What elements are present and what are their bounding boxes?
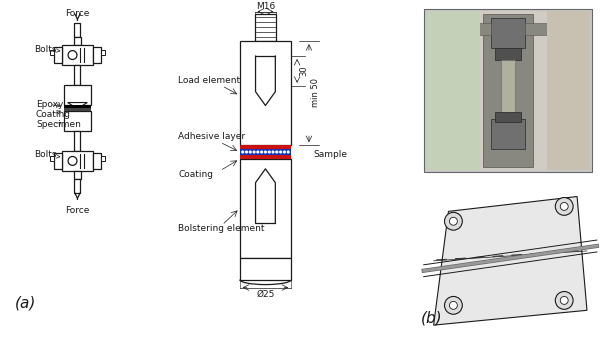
Text: 30: 30	[299, 66, 308, 76]
Text: Load element: Load element	[178, 76, 241, 85]
Bar	[62, 45, 93, 65]
Bar	[54, 153, 62, 169]
Text: Epoxy: Epoxy	[36, 100, 63, 109]
Circle shape	[560, 296, 568, 304]
Bar	[240, 155, 291, 159]
Text: Coating: Coating	[36, 110, 71, 119]
Text: Force: Force	[65, 207, 89, 215]
Circle shape	[248, 150, 252, 153]
Circle shape	[449, 217, 457, 225]
Bar	[495, 113, 521, 122]
Bar	[524, 23, 550, 35]
Bar	[495, 48, 521, 60]
Bar	[75, 65, 80, 85]
Polygon shape	[67, 102, 88, 108]
Bar	[75, 179, 80, 193]
Bar	[501, 60, 515, 119]
Text: Adhesive layer: Adhesive layer	[178, 132, 245, 141]
Bar	[62, 151, 93, 171]
Bar	[240, 41, 291, 145]
Text: Sample: Sample	[314, 150, 348, 160]
Text: Ø25: Ø25	[256, 290, 275, 298]
Text: Bolts: Bolts	[34, 45, 60, 54]
Text: (b): (b)	[421, 310, 442, 325]
Bar	[101, 50, 105, 55]
Circle shape	[256, 150, 259, 153]
Bar	[64, 108, 91, 112]
Bar	[64, 104, 91, 108]
Circle shape	[449, 301, 457, 309]
Text: Force: Force	[65, 8, 89, 18]
Circle shape	[253, 150, 256, 153]
Bar	[64, 85, 91, 104]
Circle shape	[245, 150, 248, 153]
Bar	[240, 159, 291, 258]
Circle shape	[555, 197, 573, 215]
Text: Bolts: Bolts	[34, 150, 60, 160]
Circle shape	[260, 150, 263, 153]
Text: Bolstering element: Bolstering element	[178, 224, 265, 233]
Text: Coating: Coating	[178, 170, 214, 179]
Text: min 50: min 50	[311, 78, 320, 107]
Circle shape	[241, 150, 244, 153]
Text: Specimen: Specimen	[36, 120, 81, 129]
Text: M16: M16	[256, 2, 275, 10]
Bar	[255, 14, 277, 41]
Bar	[75, 23, 80, 37]
Bar	[50, 156, 54, 161]
Bar	[426, 10, 590, 170]
Bar	[483, 14, 532, 167]
Bar	[463, 23, 491, 35]
Bar	[75, 131, 80, 151]
Bar	[73, 37, 81, 45]
Bar	[54, 47, 62, 63]
Bar	[240, 149, 291, 155]
Bar	[64, 112, 91, 131]
Bar	[73, 171, 81, 179]
Bar	[240, 145, 291, 149]
Bar	[101, 156, 105, 161]
Circle shape	[444, 212, 462, 230]
Bar	[424, 8, 592, 172]
Circle shape	[555, 291, 573, 309]
Bar	[426, 10, 480, 170]
Bar	[424, 8, 592, 172]
Circle shape	[275, 150, 278, 153]
Circle shape	[283, 150, 286, 153]
Bar	[50, 50, 54, 55]
Bar	[93, 47, 101, 63]
Circle shape	[264, 150, 267, 153]
Circle shape	[444, 296, 462, 314]
Circle shape	[272, 150, 275, 153]
Bar	[547, 10, 590, 170]
Bar	[491, 119, 524, 149]
Polygon shape	[434, 196, 587, 325]
Text: (a): (a)	[15, 295, 37, 310]
Bar	[240, 258, 291, 280]
Circle shape	[68, 51, 77, 59]
Polygon shape	[67, 105, 88, 112]
Bar	[491, 19, 524, 48]
Circle shape	[267, 150, 271, 153]
Bar	[93, 153, 101, 169]
Circle shape	[68, 156, 77, 165]
Circle shape	[279, 150, 282, 153]
Circle shape	[560, 202, 568, 210]
Circle shape	[286, 150, 289, 153]
